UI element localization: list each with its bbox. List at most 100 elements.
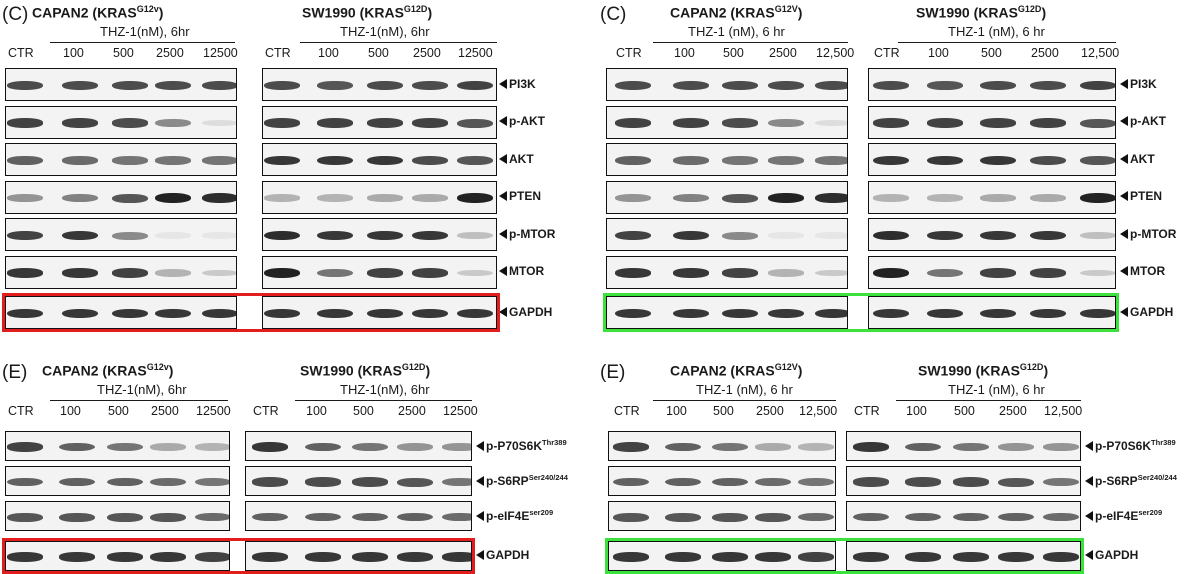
left-pointing-triangle-icon (499, 266, 507, 276)
left-pointing-triangle-icon (476, 511, 484, 521)
protein-band (712, 552, 748, 562)
blot-strip-b (868, 255, 1116, 289)
protein-band (7, 230, 43, 241)
protein-band (7, 308, 43, 319)
protein-band (412, 194, 448, 202)
blot-panel-2: (C) CAPAN2 (KRASG12V) SW1990 (KRASG12D) THZ… (598, 0, 1189, 332)
protein-band (768, 232, 804, 239)
protein-band (615, 194, 651, 202)
protein-band (457, 308, 493, 319)
protein-band (798, 443, 834, 451)
protein-band (442, 477, 471, 487)
left-pointing-triangle-icon (1120, 78, 1128, 89)
protein-label-mtor: MTOR (1120, 264, 1165, 278)
blot-strip-a (5, 180, 237, 214)
protein-band (412, 155, 448, 166)
protein-band (155, 193, 191, 203)
left-pointing-triangle-icon (1085, 476, 1093, 486)
protein-band (195, 477, 229, 487)
protein-band (927, 118, 963, 128)
blot-strip-a (5, 466, 230, 496)
treatment-label-b: THZ-1 (nM), 6 hr (948, 24, 1045, 39)
protein-band (613, 552, 649, 562)
lane-label: 12,500 (1044, 404, 1083, 418)
protein-band (112, 268, 148, 278)
protein-band (980, 155, 1016, 166)
protein-band (853, 512, 889, 522)
lane-label: CTR (854, 404, 880, 418)
protein-band (853, 442, 889, 452)
protein-name: AKT (509, 151, 534, 166)
blot-strip-a (608, 541, 836, 571)
protein-modification-site: Thr389 (542, 438, 567, 447)
protein-name: GAPDH (1130, 304, 1174, 319)
protein-band (442, 552, 471, 562)
blot-strip-b (262, 68, 497, 101)
blot-strip-b (846, 541, 1081, 571)
protein-band (62, 193, 98, 203)
protein-band (1043, 443, 1079, 451)
protein-band (457, 269, 493, 277)
protein-band (412, 118, 448, 128)
blot-strip-a (606, 255, 848, 289)
protein-band (673, 230, 709, 241)
protein-band (150, 477, 186, 487)
protein-band (673, 118, 709, 128)
protein-band (202, 156, 236, 165)
blot-strip-a (606, 143, 848, 176)
blot-strip-b (262, 255, 497, 289)
lane-label: 12,500 (799, 404, 838, 418)
protein-band (722, 193, 758, 203)
protein-band (1030, 80, 1066, 91)
protein-band (59, 552, 95, 562)
lane-label: CTR (616, 46, 642, 60)
protein-band (980, 80, 1016, 91)
protein-band (252, 552, 288, 562)
protein-band (317, 194, 353, 202)
lane-label: 500 (713, 404, 734, 418)
protein-band (107, 512, 143, 522)
protein-name: p-AKT (509, 114, 545, 128)
protein-band (264, 155, 300, 166)
protein-band (112, 193, 148, 203)
protein-label-pten: PTEN (499, 189, 541, 203)
protein-band (1080, 269, 1115, 277)
protein-band (905, 442, 941, 452)
protein-band (202, 119, 236, 127)
protein-band (953, 477, 989, 487)
protein-band (722, 308, 758, 319)
protein-band (1030, 230, 1066, 241)
protein-band (62, 118, 98, 128)
protein-band (412, 230, 448, 241)
protein-band (252, 477, 288, 487)
cell-line-title-b: SW1990 (KRASG12D) (918, 362, 1049, 379)
protein-label-p-akt: p-AKT (499, 114, 545, 128)
blot-panel-4: (E) CAPAN2 (KRASG12V) SW1990 (KRASG12D) THZ… (598, 350, 1189, 574)
protein-band (59, 442, 95, 452)
left-pointing-triangle-icon (1085, 550, 1093, 560)
protein-band (768, 193, 804, 203)
protein-label-p-mtor: p-MTOR (1120, 227, 1176, 241)
lane-label: CTR (253, 404, 279, 418)
protein-band (615, 80, 651, 91)
cell-line-title-a-superscript: G12v (146, 362, 169, 372)
protein-band (673, 268, 709, 278)
protein-band (7, 442, 43, 452)
blot-panel-1: (C) CAPAN2 (KRASG12v) SW1990 (KRASG12D) THZ… (0, 0, 590, 332)
blot-strip-b (262, 296, 497, 329)
protein-band (722, 80, 758, 91)
lane-label: 12500 (458, 46, 493, 60)
protein-band (317, 308, 353, 319)
lane-label: 500 (723, 46, 744, 60)
protein-band (615, 230, 651, 241)
protein-label-gapdh: GAPDH (476, 548, 529, 562)
protein-band (397, 512, 433, 522)
protein-band (352, 512, 388, 522)
treatment-label-b: THZ-1 (nM), 6 hr (948, 382, 1045, 397)
protein-band (927, 268, 963, 278)
left-pointing-triangle-icon (499, 78, 507, 89)
left-pointing-triangle-icon (499, 228, 507, 239)
protein-label-p-eif4e: p-eIF4Eser209 (1085, 508, 1162, 523)
protein-band (980, 268, 1016, 278)
blot-strip-b (245, 541, 472, 571)
